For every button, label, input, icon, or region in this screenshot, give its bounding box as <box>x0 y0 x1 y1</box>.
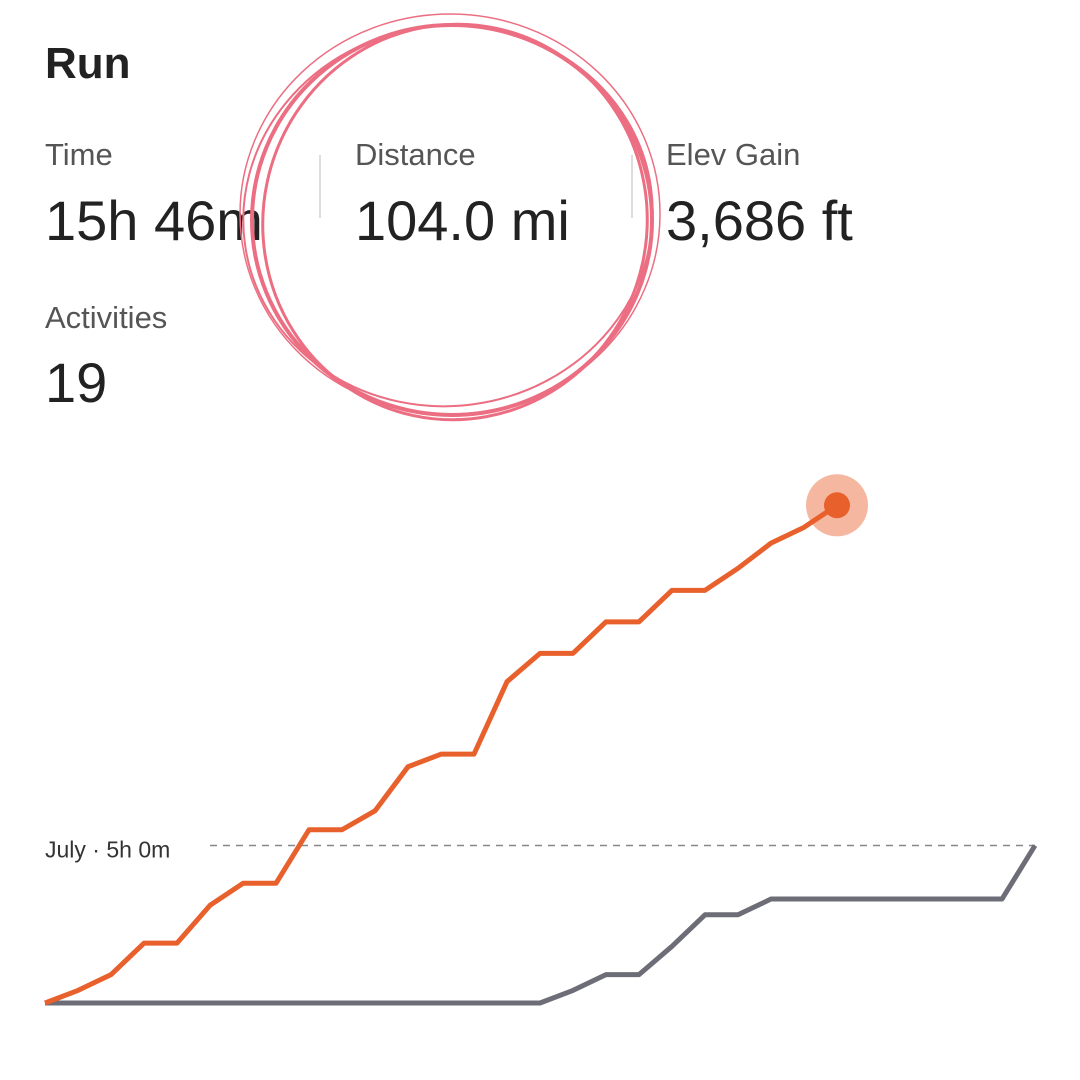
stat-label: Time <box>45 137 113 172</box>
stat-value: 15h 46m <box>45 189 263 252</box>
stat-value: 3,686 ft <box>666 189 853 252</box>
stat-value: 19 <box>45 351 107 414</box>
series-line <box>45 844 1038 1006</box>
stat-label: Distance <box>355 137 476 172</box>
title: Run <box>45 39 131 88</box>
stat-label: Activities <box>45 300 167 335</box>
hand-drawn-circle <box>239 13 661 422</box>
current-point <box>824 492 850 519</box>
stat-label: Elev Gain <box>666 137 800 172</box>
reference-label: July · 5h 0m <box>45 837 170 863</box>
series-line <box>44 503 839 1006</box>
stat-value: 104.0 mi <box>355 189 570 252</box>
